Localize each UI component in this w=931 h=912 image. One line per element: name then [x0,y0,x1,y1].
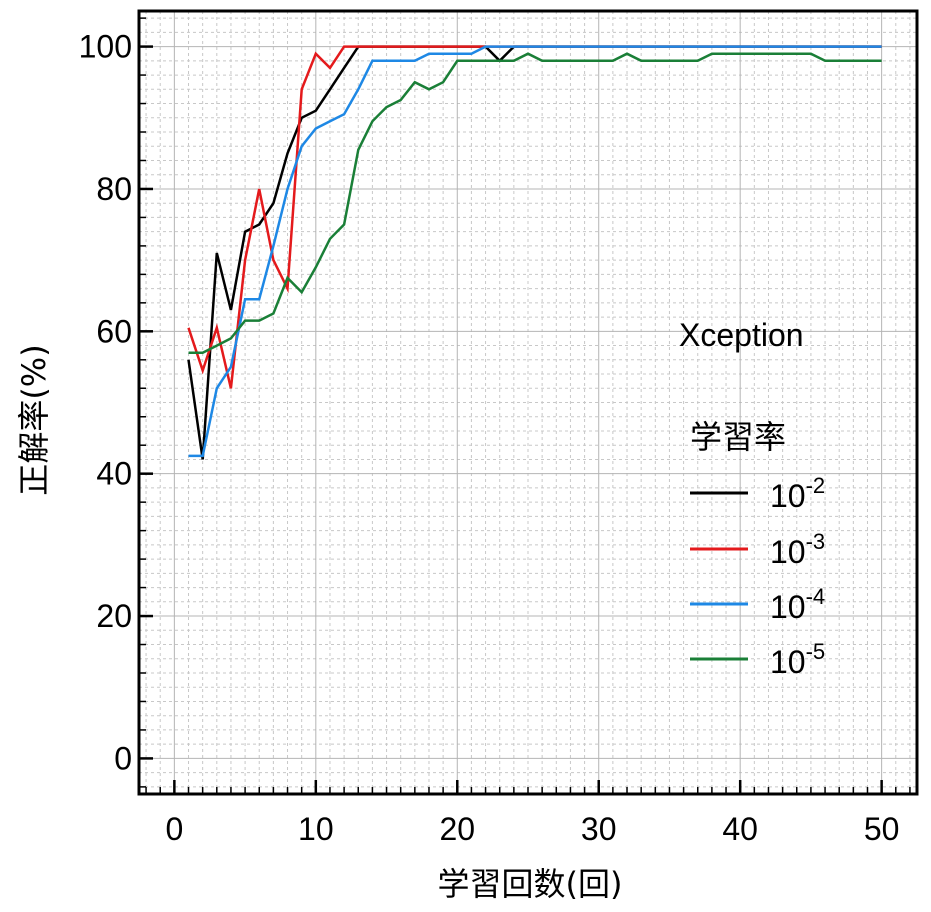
y-tick-label: 80 [96,171,132,207]
x-axis-label: 学習回数(回) [438,865,623,903]
x-tick-label: 40 [722,811,758,847]
minor-grid [139,11,917,794]
ticks-layer [139,17,911,794]
series-layer [187,45,882,460]
legend-label-exponent: -2 [806,473,826,498]
legend-entry: 10-3 [690,529,825,570]
legend-label: 10-2 [770,473,825,514]
legend-entries: 10-2 10-3 10-4 10-5 [690,473,825,680]
legend: Xception 学習率 10-2 10-3 10-4 10-5 [679,317,825,680]
y-axis-label: 正解率(%) [15,344,53,495]
x-tick-label: 10 [298,811,334,847]
legend-label-exponent: -3 [806,529,826,554]
x-tick-label: 50 [864,811,900,847]
y-tick-label: 40 [96,456,132,492]
y-tick-label: 20 [96,598,132,634]
y-tick-label: 0 [114,740,132,776]
y-tick-label: 60 [96,313,132,349]
legend-heading: Xception [679,317,804,353]
legend-entry: 10-2 [690,473,825,514]
y-tick-label: 100 [79,29,132,65]
legend-entry: 10-5 [690,639,825,680]
x-tick-label: 30 [581,811,617,847]
series-line-4 [188,52,882,354]
legend-title: 学習率 [690,418,786,456]
tick-labels: 0 10 20 30 40 50 0 20 40 60 80 100 [79,29,900,847]
x-tick-label: 20 [439,811,475,847]
legend-label-exponent: -5 [806,639,826,664]
legend-label: 10-5 [770,639,825,680]
legend-entry: 10-4 [690,584,825,625]
series-line-3 [188,45,882,458]
legend-label: 10-3 [770,529,825,570]
series-line-1 [187,45,882,460]
x-tick-label: 0 [165,811,183,847]
legend-label-exponent: -4 [806,584,826,609]
legend-label: 10-4 [770,584,825,625]
